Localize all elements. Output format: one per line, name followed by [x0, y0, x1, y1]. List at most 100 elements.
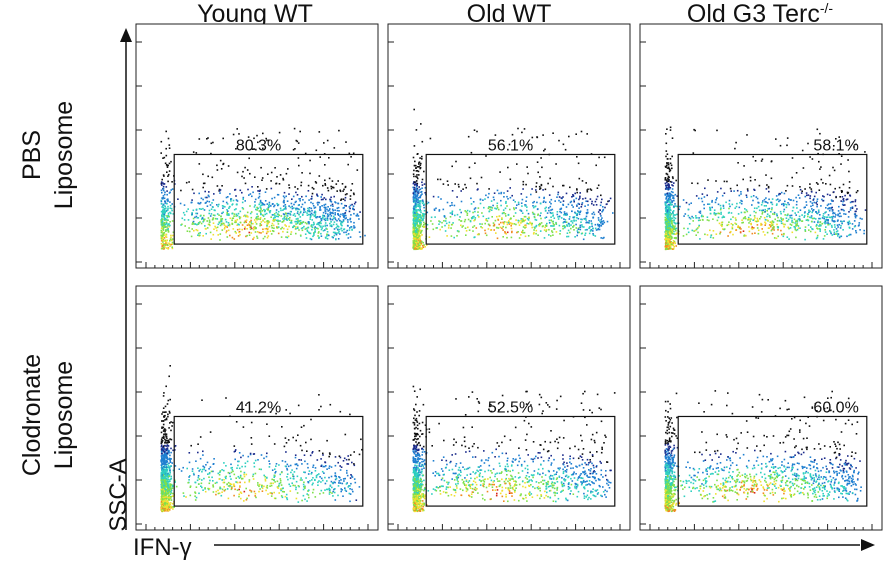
- data-point: [789, 216, 791, 219]
- data-point: [205, 464, 207, 466]
- data-point: [164, 493, 167, 496]
- data-point: [318, 175, 321, 177]
- data-point: [163, 411, 166, 413]
- data-point: [863, 229, 865, 232]
- data-point: [207, 194, 210, 197]
- data-point: [837, 213, 839, 216]
- data-point: [504, 213, 507, 215]
- data-point: [472, 226, 474, 228]
- data-point: [526, 209, 528, 212]
- data-point: [284, 224, 286, 226]
- data-point: [670, 230, 672, 233]
- data-point: [300, 222, 302, 224]
- data-point: [319, 207, 321, 209]
- data-point: [231, 212, 233, 215]
- data-point: [751, 204, 753, 206]
- data-point: [417, 213, 419, 216]
- data-point: [752, 155, 754, 158]
- data-point: [225, 477, 227, 480]
- data-point: [257, 482, 259, 484]
- data-point: [674, 225, 676, 227]
- data-point: [804, 211, 806, 213]
- data-point: [756, 207, 758, 210]
- data-point: [212, 206, 214, 208]
- data-point: [779, 193, 781, 195]
- data-point: [342, 460, 345, 462]
- data-point: [314, 181, 317, 183]
- data-point: [297, 142, 300, 144]
- data-point: [414, 219, 416, 222]
- data-point: [326, 228, 328, 230]
- data-point: [413, 237, 415, 240]
- data-point: [750, 223, 752, 225]
- data-point: [200, 485, 202, 487]
- data-point: [514, 212, 517, 214]
- data-point: [816, 227, 818, 230]
- data-point: [324, 224, 327, 227]
- data-point: [300, 206, 303, 208]
- data-point: [522, 229, 524, 232]
- data-point: [160, 444, 163, 447]
- data-point: [831, 216, 833, 218]
- data-point: [258, 490, 260, 493]
- data-point: [740, 202, 743, 205]
- data-point: [340, 199, 342, 201]
- data-point: [415, 180, 418, 182]
- data-point: [303, 225, 305, 228]
- data-point: [243, 473, 245, 476]
- data-point: [222, 205, 225, 208]
- data-point: [589, 226, 591, 228]
- data-point: [666, 233, 669, 236]
- data-point: [341, 221, 344, 224]
- data-point: [507, 214, 510, 216]
- data-point: [851, 206, 854, 208]
- data-point: [443, 216, 446, 218]
- data-point: [414, 199, 416, 202]
- data-point: [197, 232, 200, 235]
- data-point: [846, 198, 849, 200]
- data-point: [419, 164, 422, 167]
- data-point: [474, 218, 476, 221]
- data-point: [698, 224, 700, 227]
- data-point: [532, 233, 535, 235]
- data-point: [827, 214, 830, 216]
- data-point: [263, 218, 266, 220]
- data-point: [413, 229, 415, 232]
- data-point: [567, 235, 570, 238]
- data-point: [584, 232, 587, 235]
- data-point: [188, 479, 190, 481]
- data-point: [199, 234, 201, 237]
- data-point: [260, 221, 263, 223]
- data-point: [506, 221, 508, 224]
- data-point: [785, 217, 788, 219]
- data-point: [863, 232, 865, 235]
- data-point: [349, 195, 352, 197]
- data-point: [509, 222, 512, 224]
- data-point: [470, 203, 473, 205]
- data-point: [746, 196, 748, 198]
- data-point: [286, 219, 288, 221]
- data-point: [331, 203, 334, 206]
- data-point: [288, 225, 290, 228]
- data-point: [527, 172, 529, 175]
- data-point: [169, 503, 172, 506]
- data-point: [576, 214, 578, 216]
- data-point: [162, 395, 165, 397]
- data-point: [340, 213, 342, 216]
- data-point: [162, 223, 165, 225]
- data-point: [442, 208, 445, 211]
- data-point: [816, 224, 818, 227]
- data-point: [168, 225, 170, 228]
- data-point: [548, 228, 550, 231]
- data-point: [756, 197, 759, 200]
- data-point: [737, 213, 740, 215]
- data-point: [285, 218, 288, 220]
- data-point: [568, 135, 570, 138]
- data-point: [848, 181, 851, 183]
- data-point: [770, 201, 773, 204]
- data-point: [484, 232, 487, 235]
- data-point: [328, 476, 330, 479]
- data-point: [666, 204, 668, 207]
- data-point: [668, 203, 670, 206]
- data-point: [338, 476, 340, 478]
